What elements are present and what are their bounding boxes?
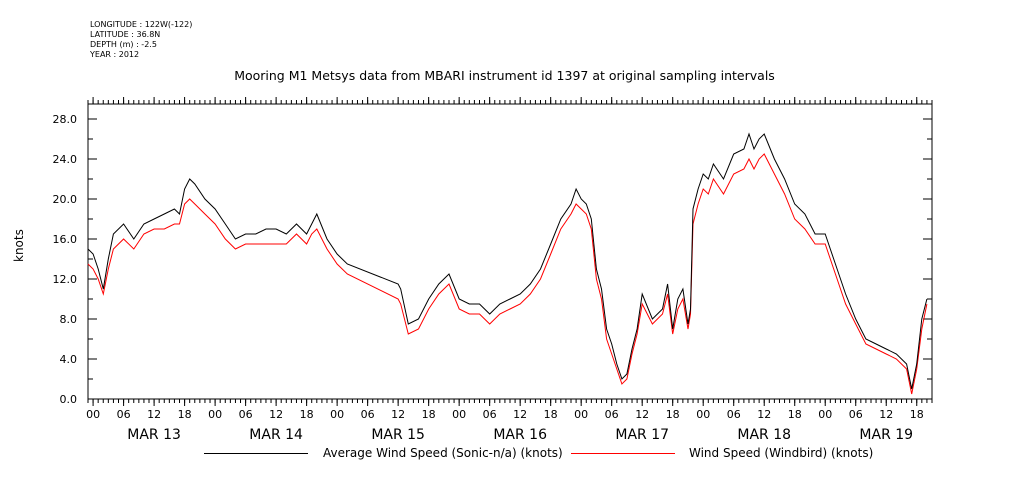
plot-frame xyxy=(87,103,933,400)
x-hour-label: 00 xyxy=(818,408,832,421)
series-line-sonic xyxy=(87,132,928,390)
depth-label: DEPTH (m) : -2.5 xyxy=(90,40,157,49)
year-label: YEAR : 2012 xyxy=(90,50,140,59)
x-hour-label: 06 xyxy=(605,408,619,421)
y-tick-label: 8.0 xyxy=(60,313,78,326)
legend-label-sonic: Average Wind Speed (Sonic-n/a) (knots) xyxy=(323,446,563,460)
x-hour-label: 06 xyxy=(239,408,253,421)
y-tick-label: 0.0 xyxy=(60,393,78,406)
x-day-label: MAR 19 xyxy=(859,427,913,443)
x-hour-label: 06 xyxy=(361,408,375,421)
chart-title: Mooring M1 Metsys data from MBARI instru… xyxy=(234,68,775,83)
legend-swatch-sonic xyxy=(204,453,308,454)
y-tick-label: 4.0 xyxy=(60,353,78,366)
x-hour-label: 18 xyxy=(300,408,314,421)
x-hour-label: 06 xyxy=(849,408,863,421)
x-hour-label: 00 xyxy=(696,408,710,421)
x-day-label: MAR 18 xyxy=(737,427,791,443)
y-tick-label: 28.0 xyxy=(53,113,78,126)
x-hour-label: 06 xyxy=(727,408,741,421)
x-hour-label: 12 xyxy=(635,408,649,421)
y-tick-label: 20.0 xyxy=(53,193,78,206)
x-hour-label: 12 xyxy=(391,408,405,421)
x-hour-label: 06 xyxy=(117,408,131,421)
x-day-label: MAR 13 xyxy=(127,427,181,443)
longitude-label: LONGITUDE : 122W(-122) xyxy=(90,20,193,29)
x-day-label: MAR 15 xyxy=(371,427,425,443)
x-hour-label: 18 xyxy=(544,408,558,421)
x-day-label: MAR 14 xyxy=(249,427,303,443)
x-hour-label: 18 xyxy=(666,408,680,421)
x-hour-label: 00 xyxy=(86,408,100,421)
legend-swatch-windbird xyxy=(571,453,675,454)
y-tick-label: 24.0 xyxy=(53,153,78,166)
x-hour-label: 18 xyxy=(178,408,192,421)
x-day-label: MAR 17 xyxy=(615,427,669,443)
latitude-label: LATITUDE : 36.8N xyxy=(90,30,161,39)
x-hour-label: 12 xyxy=(269,408,283,421)
x-hour-label: 18 xyxy=(910,408,924,421)
x-hour-label: 12 xyxy=(757,408,771,421)
x-hour-label: 06 xyxy=(483,408,497,421)
x-hour-label: 12 xyxy=(513,408,527,421)
x-hour-label: 00 xyxy=(574,408,588,421)
x-hour-label: 00 xyxy=(330,408,344,421)
x-hour-label: 00 xyxy=(208,408,222,421)
legend-label-windbird: Wind Speed (Windbird) (knots) xyxy=(689,446,874,460)
x-hour-label: 18 xyxy=(788,408,802,421)
x-hour-label: 00 xyxy=(452,408,466,421)
metadata-block: LONGITUDE : 122W(-122) LATITUDE : 36.8N … xyxy=(90,20,192,60)
x-hour-label: 12 xyxy=(147,408,161,421)
y-tick-label: 16.0 xyxy=(53,233,78,246)
y-tick-label: 12.0 xyxy=(53,273,78,286)
x-hour-label: 18 xyxy=(422,408,436,421)
legend: Average Wind Speed (Sonic-n/a) (knots) W… xyxy=(0,444,1009,466)
series-line-windbird xyxy=(87,153,928,395)
x-hour-label: 12 xyxy=(879,408,893,421)
x-day-label: MAR 16 xyxy=(493,427,547,443)
